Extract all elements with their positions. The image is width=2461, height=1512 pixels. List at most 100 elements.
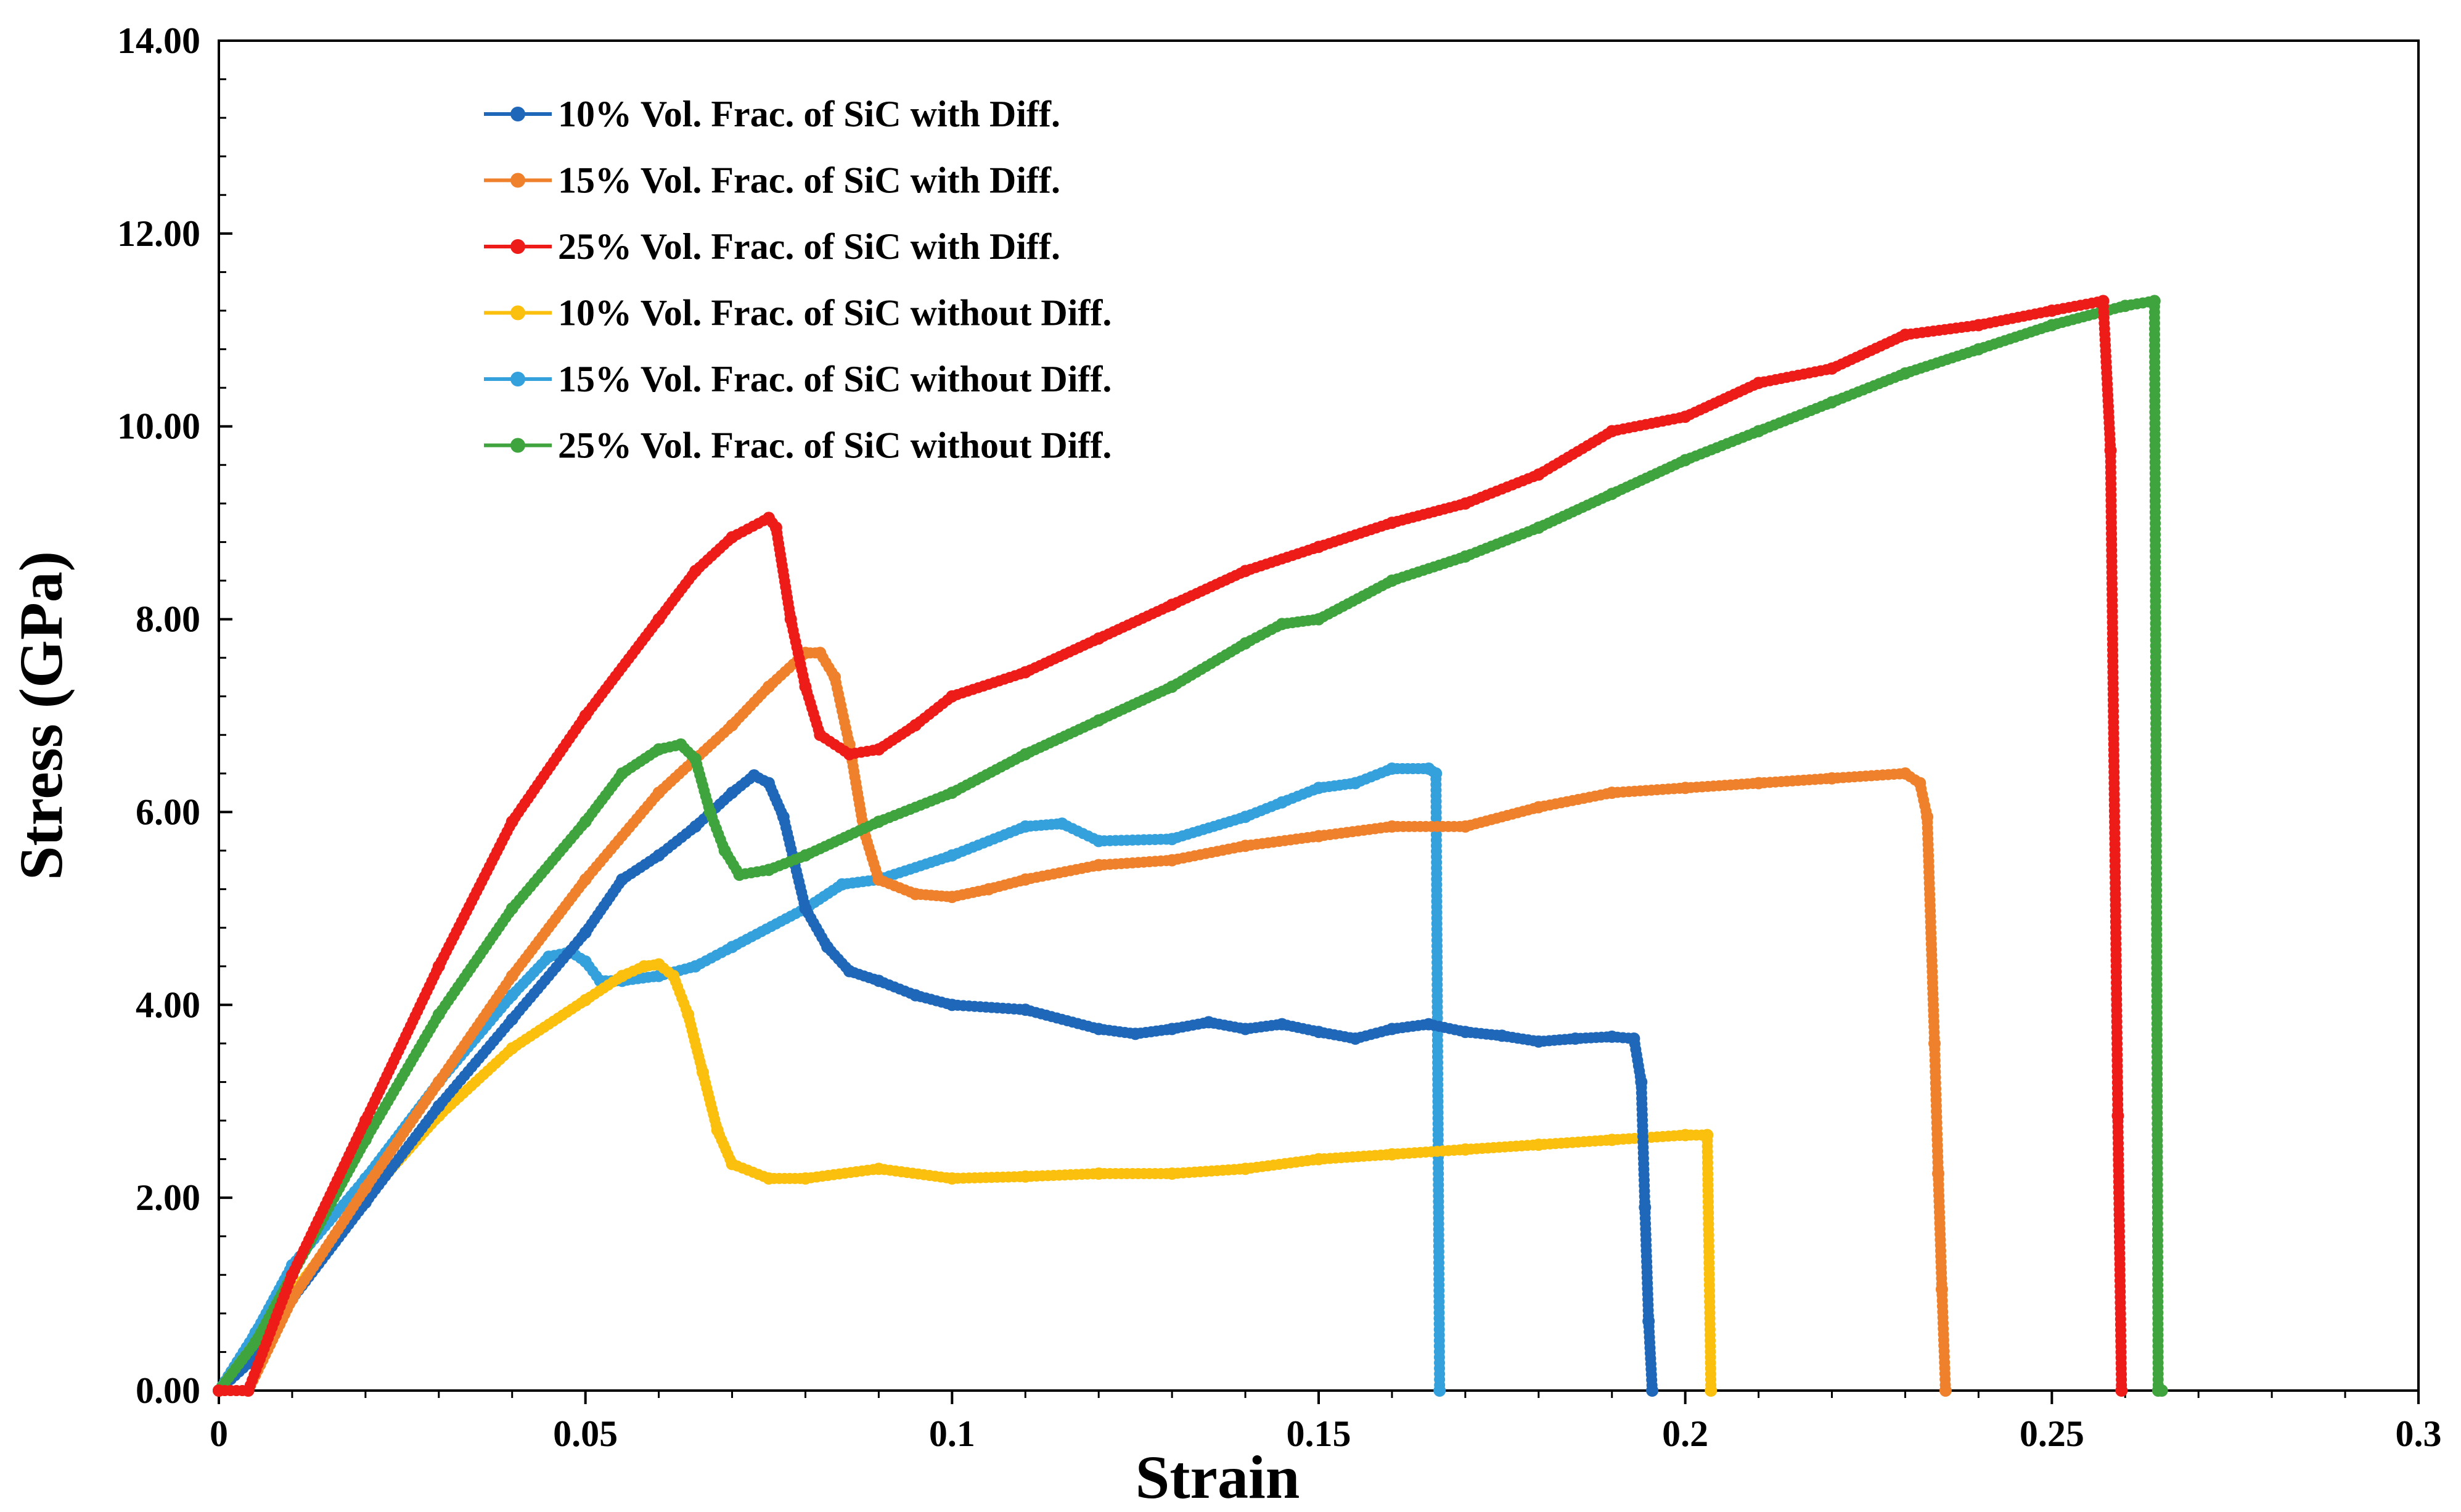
- data-point: [652, 743, 665, 756]
- data-point: [784, 613, 797, 626]
- legend-item: 15% Vol. Frac. of SiC with Diff.: [484, 160, 1060, 201]
- data-point: [872, 1163, 885, 1175]
- data-point: [1312, 830, 1325, 843]
- data-point: [1532, 801, 1545, 814]
- data-point: [1459, 550, 1472, 563]
- series-3: [213, 295, 2128, 1397]
- data-point: [872, 975, 885, 987]
- data-point: [1166, 854, 1179, 867]
- data-point: [432, 1008, 445, 1021]
- data-point: [1459, 1026, 1472, 1039]
- data-point: [1752, 377, 1765, 390]
- data-point: [799, 680, 812, 693]
- data-point: [1092, 835, 1105, 848]
- legend-label: 15% Vol. Frac. of SiC with Diff.: [558, 160, 1060, 201]
- legend-item: 25% Vol. Frac. of SiC with Diff.: [484, 226, 1060, 267]
- data-point: [1166, 599, 1179, 611]
- data-point: [506, 1013, 518, 1026]
- x-tick-label: 0: [210, 1413, 228, 1454]
- plot-area-border: [218, 39, 2420, 1392]
- data-point: [946, 999, 959, 1011]
- data-point: [799, 1172, 812, 1185]
- data-point: [506, 989, 518, 1002]
- y-tick-label: 6.00: [136, 791, 200, 832]
- data-point: [1349, 1032, 1362, 1045]
- data-point: [579, 926, 592, 939]
- data-point: [1166, 833, 1179, 846]
- y-tick-label: 10.00: [117, 406, 200, 447]
- legend-item: 15% Vol. Frac. of SiC without Diff.: [484, 359, 1112, 399]
- data-point: [1019, 666, 1032, 679]
- data-point: [1166, 1167, 1179, 1180]
- data-point: [814, 647, 827, 660]
- y-tick-label: 0.00: [136, 1370, 200, 1411]
- data-point: [2155, 1384, 2168, 1397]
- data-point: [432, 1076, 445, 1089]
- data-point: [2104, 444, 2117, 457]
- data-point: [1932, 1167, 1944, 1180]
- data-point: [2045, 319, 2058, 332]
- data-point: [763, 680, 775, 693]
- data-point: [1239, 637, 1252, 650]
- data-point: [1349, 777, 1362, 790]
- legend-swatch-marker: [510, 438, 525, 453]
- data-point: [2045, 304, 2058, 317]
- x-tick-label: 0.3: [2396, 1413, 2442, 1454]
- data-point: [909, 989, 922, 1002]
- data-point: [872, 815, 885, 828]
- data-point: [1642, 1315, 1655, 1328]
- data-point: [359, 1182, 372, 1195]
- data-point: [763, 864, 775, 877]
- data-point: [1825, 362, 1838, 375]
- data-point: [1312, 1153, 1325, 1166]
- data-point: [835, 878, 848, 891]
- data-point: [1532, 1138, 1545, 1151]
- data-point: [946, 891, 959, 904]
- data-point: [616, 873, 629, 886]
- data-point: [843, 965, 856, 978]
- data-point: [726, 531, 739, 544]
- legend-label: 10% Vol. Frac. of SiC without Diff.: [558, 293, 1112, 333]
- data-point: [506, 970, 518, 983]
- y-tick-label: 4.00: [136, 984, 200, 1025]
- data-point: [1928, 1037, 1941, 1050]
- data-point: [1276, 1018, 1288, 1031]
- data-point: [1569, 1032, 1582, 1045]
- data-point: [777, 811, 790, 823]
- data-point: [1019, 748, 1032, 761]
- data-point: [946, 1172, 959, 1185]
- data-point: [1239, 811, 1252, 823]
- data-point: [1935, 1283, 1948, 1296]
- data-point: [1939, 1384, 1952, 1397]
- data-point: [1312, 541, 1325, 554]
- data-point: [1459, 497, 1472, 510]
- data-point: [1605, 1030, 1618, 1043]
- data-point: [1921, 811, 1934, 823]
- x-axis-title: Strain: [1136, 1443, 1300, 1511]
- series-6: [213, 295, 2168, 1397]
- data-point: [2119, 300, 2132, 313]
- x-tick-label: 0.05: [553, 1413, 618, 1454]
- data-point: [579, 955, 592, 968]
- data-point: [506, 815, 518, 828]
- data-point: [1899, 367, 1912, 380]
- data-point: [1422, 1018, 1435, 1031]
- data-point: [1385, 1023, 1398, 1036]
- data-point: [872, 873, 885, 886]
- data-point: [799, 902, 812, 915]
- data-point: [763, 777, 775, 790]
- data-point: [1605, 787, 1618, 799]
- data-point: [748, 769, 761, 782]
- data-point: [1019, 1003, 1032, 1016]
- data-point: [1605, 1134, 1618, 1146]
- data-point: [1635, 1076, 1648, 1089]
- data-point: [1825, 396, 1838, 409]
- data-point: [1679, 1129, 1692, 1142]
- data-point: [726, 941, 739, 954]
- data-point: [1605, 425, 1618, 438]
- data-point: [1899, 767, 1912, 780]
- legend-label: 10% Vol. Frac. of SiC with Diff.: [558, 94, 1060, 134]
- data-point: [1532, 1035, 1545, 1048]
- data-point: [1092, 632, 1105, 645]
- data-point: [733, 868, 746, 881]
